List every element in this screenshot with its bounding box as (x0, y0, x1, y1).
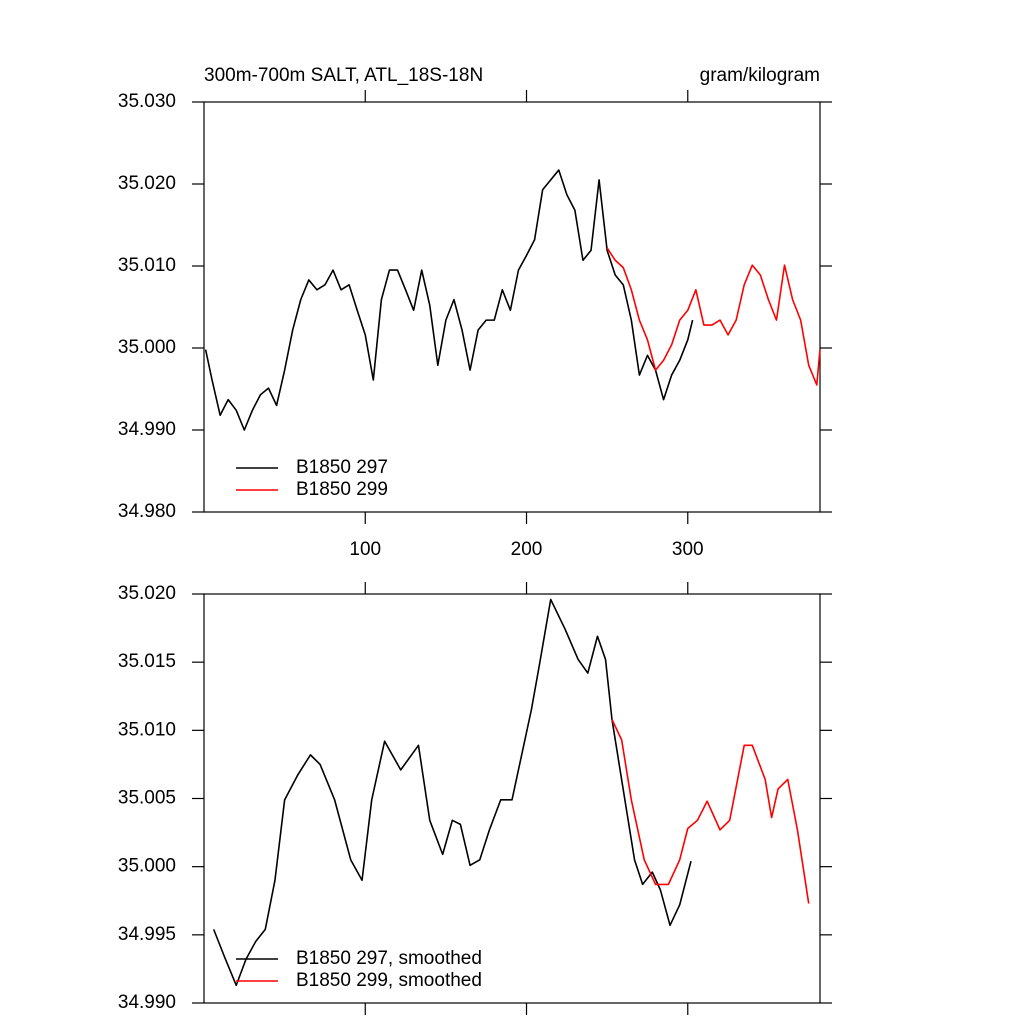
y-tick-label: 35.020 (118, 583, 176, 604)
y-tick-label: 35.000 (118, 337, 176, 358)
legend-label: B1850 297 (296, 457, 388, 478)
data-line (212, 598, 692, 987)
y-tick-label: 35.005 (118, 788, 176, 809)
x-tick-label: 100 (349, 539, 381, 560)
legend-label: B1850 299, smoothed (296, 970, 482, 991)
data-line (204, 169, 694, 431)
legend-label: B1850 297, smoothed (296, 948, 482, 969)
units-label: gram/kilogram (700, 65, 820, 86)
y-tick-label: 35.020 (118, 173, 176, 194)
y-tick-label: 34.990 (118, 992, 176, 1013)
y-tick-label: 34.995 (118, 924, 176, 945)
data-line (606, 247, 821, 386)
plot-frame (203, 101, 821, 513)
y-tick-label: 35.010 (118, 719, 176, 740)
y-tick-label: 35.030 (118, 91, 176, 112)
chart-title: 300m-700m SALT, ATL_18S-18N (204, 65, 483, 86)
data-line (611, 719, 810, 904)
y-tick-label: 35.000 (118, 856, 176, 877)
y-tick-label: 34.980 (118, 501, 176, 522)
x-tick-label: 200 (511, 539, 543, 560)
y-tick-label: 35.010 (118, 255, 176, 276)
y-tick-label: 35.015 (118, 651, 176, 672)
legend-label: B1850 299 (296, 479, 388, 500)
y-tick-label: 34.990 (118, 419, 176, 440)
x-tick-label: 300 (672, 539, 704, 560)
